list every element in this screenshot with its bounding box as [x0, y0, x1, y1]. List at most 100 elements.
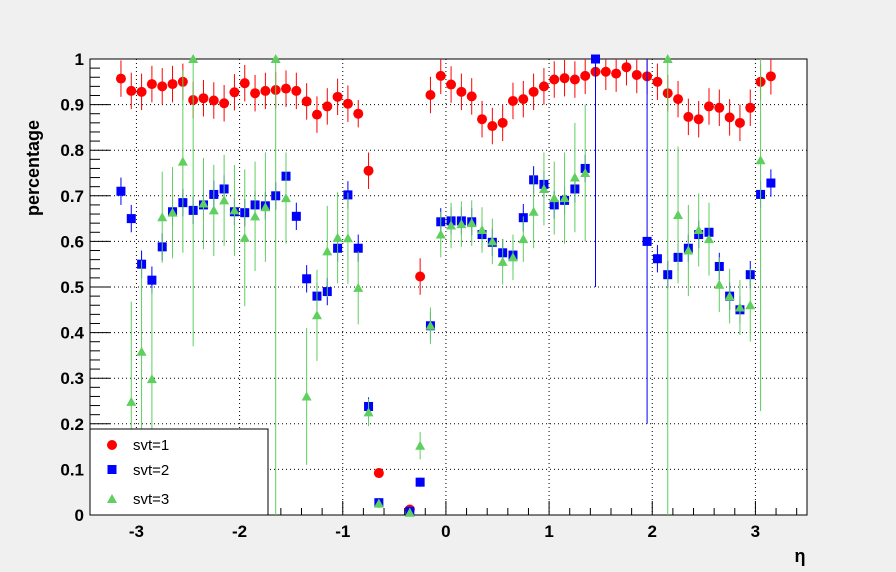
data-point	[487, 121, 498, 132]
data-point	[136, 86, 147, 97]
data-point	[652, 254, 662, 264]
data-point	[353, 108, 364, 119]
data-point	[580, 168, 591, 177]
data-point	[621, 62, 632, 73]
data-point	[146, 79, 157, 90]
data-point	[239, 78, 250, 89]
data-point	[435, 70, 446, 81]
data-point	[415, 477, 425, 487]
y-tick-label: 0.8	[60, 141, 84, 160]
y-tick-label: 0.4	[60, 324, 84, 343]
data-point	[250, 211, 261, 221]
data-point	[549, 74, 560, 85]
data-point	[435, 229, 446, 239]
legend: svt=1 svt=2 svt=3	[89, 428, 269, 516]
data-point	[683, 111, 694, 122]
data-point	[404, 507, 415, 517]
data-point	[126, 85, 137, 96]
data-point	[538, 81, 549, 92]
y-tick-label: 0.3	[60, 369, 84, 388]
x-tick-label: 3	[751, 522, 760, 541]
y-axis-title: percentage	[23, 120, 43, 216]
data-point	[487, 236, 498, 246]
data-point	[446, 220, 457, 230]
data-point	[260, 202, 271, 212]
data-point	[456, 86, 467, 97]
y-tick-label: 0.9	[60, 96, 84, 115]
data-point	[291, 85, 302, 96]
data-point	[507, 252, 518, 262]
data-point	[591, 54, 601, 64]
data-point	[466, 218, 477, 228]
data-point	[332, 232, 343, 242]
data-point	[198, 198, 209, 208]
legend-marker-svt1	[107, 440, 117, 450]
data-point	[734, 117, 745, 128]
data-point	[229, 205, 240, 215]
data-point	[611, 68, 622, 79]
data-point	[446, 79, 457, 90]
legend-marker-svt3	[107, 494, 117, 503]
data-point	[126, 396, 137, 406]
data-point	[281, 83, 292, 94]
y-tick-label: 0.6	[60, 232, 84, 251]
data-point	[311, 109, 322, 120]
data-point	[342, 98, 353, 109]
data-point	[126, 214, 136, 224]
data-point	[425, 90, 436, 101]
data-point	[497, 117, 508, 128]
data-point	[766, 178, 776, 188]
data-point	[549, 193, 560, 203]
data-point	[559, 193, 570, 203]
data-point	[115, 73, 126, 84]
y-tick-label: 0.1	[60, 460, 84, 479]
data-point	[146, 374, 157, 384]
data-point	[291, 211, 301, 221]
data-point	[167, 79, 178, 90]
x-tick-label: -1	[335, 522, 350, 541]
data-point	[734, 302, 745, 312]
x-tick-label: 0	[441, 522, 450, 541]
data-point	[745, 300, 756, 310]
data-point	[755, 155, 766, 165]
data-point	[456, 219, 467, 229]
data-point	[477, 225, 488, 234]
data-point	[425, 320, 436, 330]
x-tick-label: 1	[544, 522, 553, 541]
data-point	[167, 207, 178, 217]
axes: -3 -2 -1 0 1 2 3 0 0.1 0.2 0.3 0.4 0.5 0.6 0.7 0.8 0.9 1	[60, 50, 798, 541]
data-point	[528, 86, 539, 97]
data-point	[673, 94, 684, 105]
y-tick-label: 0.2	[60, 415, 84, 434]
data-point	[342, 233, 353, 243]
data-point	[373, 468, 384, 479]
data-point	[188, 54, 199, 63]
data-point	[147, 275, 157, 285]
data-point	[538, 183, 549, 193]
data-point	[322, 246, 333, 256]
data-point	[302, 274, 312, 284]
data-point	[353, 243, 363, 253]
data-point	[208, 95, 219, 106]
data-point	[497, 256, 508, 266]
data-point	[415, 271, 426, 282]
data-point	[559, 73, 570, 84]
data-point	[518, 94, 529, 105]
data-point	[600, 66, 611, 77]
data-point	[301, 96, 312, 107]
data-point	[662, 54, 673, 63]
y-tick-label: 0	[75, 506, 84, 525]
data-point	[363, 165, 374, 176]
data-point	[322, 101, 333, 112]
data-point	[311, 310, 322, 320]
data-point	[477, 114, 488, 125]
data-point	[353, 282, 364, 292]
data-point	[518, 234, 529, 244]
data-point	[703, 234, 714, 244]
data-point	[765, 71, 776, 82]
data-point	[301, 391, 312, 401]
data-point	[703, 101, 714, 112]
data-point	[714, 279, 725, 289]
data-point	[724, 112, 735, 123]
